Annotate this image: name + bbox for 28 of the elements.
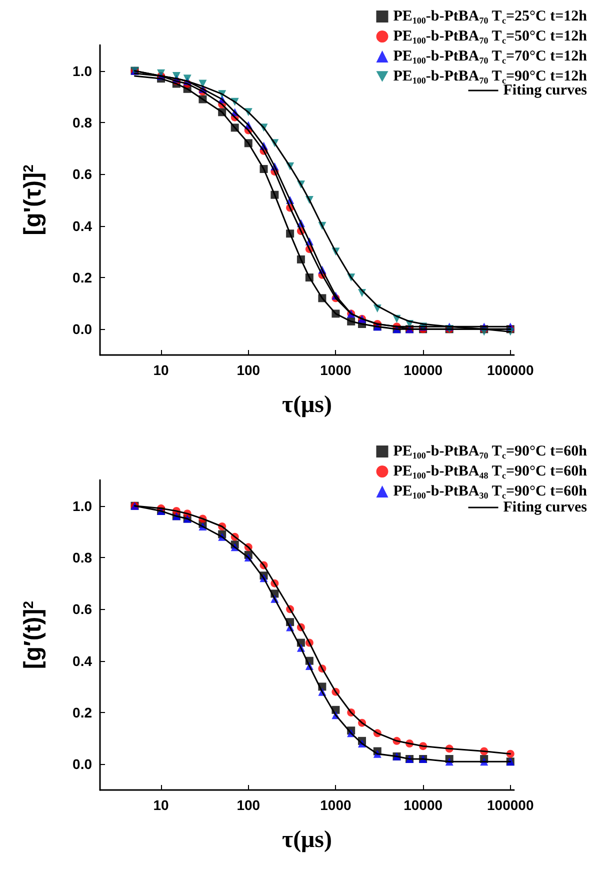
y-tick-label: 0.0 <box>72 321 92 338</box>
x-tick-label: 10000 <box>404 362 443 378</box>
y-tick-label: 1.0 <box>72 498 92 514</box>
y-tick-label: 0.0 <box>72 756 92 772</box>
y-tick-label: 0.8 <box>72 550 92 566</box>
y-tick-label: 0.6 <box>72 166 92 182</box>
x-tick-label: 100 <box>236 362 260 378</box>
x-tick-label: 100000 <box>487 797 534 813</box>
x-tick-label: 100 <box>236 797 260 813</box>
legend-label: Fiting curves <box>503 500 588 516</box>
x-tick-label: 100000 <box>487 362 534 378</box>
x-tick-label: 10 <box>153 797 170 813</box>
y-tick-label: 0.2 <box>72 270 92 286</box>
y-tick-label: 0.6 <box>72 601 92 618</box>
x-tick-label: 10 <box>153 362 170 378</box>
x-tick-label: 1000 <box>320 797 352 813</box>
y-tick-label: 0.8 <box>72 114 92 130</box>
y-tick-label: 0.2 <box>72 704 92 720</box>
y-axis-title: [g'(τ)]2 <box>20 164 46 236</box>
y-tick-label: 1.0 <box>72 62 92 79</box>
x-tick-label: 1000 <box>320 362 352 378</box>
y-tick-label: 0.4 <box>72 652 92 669</box>
y-axis-title: [g′(t)]2 <box>20 600 46 670</box>
x-axis-title: τ(μs) <box>282 392 332 418</box>
x-tick-label: 10000 <box>404 797 443 813</box>
y-tick-label: 0.4 <box>72 218 92 234</box>
legend-label: Fiting curves <box>503 82 588 98</box>
x-axis-title: τ(μs) <box>282 827 332 853</box>
